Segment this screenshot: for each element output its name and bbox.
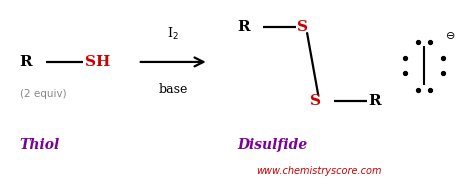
Text: S: S (310, 94, 321, 108)
Text: www.chemistryscore.com: www.chemistryscore.com (256, 166, 382, 177)
Text: Thiol: Thiol (19, 138, 60, 152)
Text: I$_2$: I$_2$ (167, 26, 179, 42)
Text: S: S (298, 20, 309, 34)
Text: R: R (19, 55, 32, 69)
Text: base: base (158, 83, 188, 96)
Text: R: R (368, 94, 381, 108)
Text: (2 equiv): (2 equiv) (19, 88, 66, 99)
Text: SH: SH (85, 55, 110, 69)
Text: $\ominus$: $\ominus$ (445, 30, 455, 42)
Text: Disulfide: Disulfide (237, 138, 307, 152)
Text: R: R (237, 20, 250, 34)
